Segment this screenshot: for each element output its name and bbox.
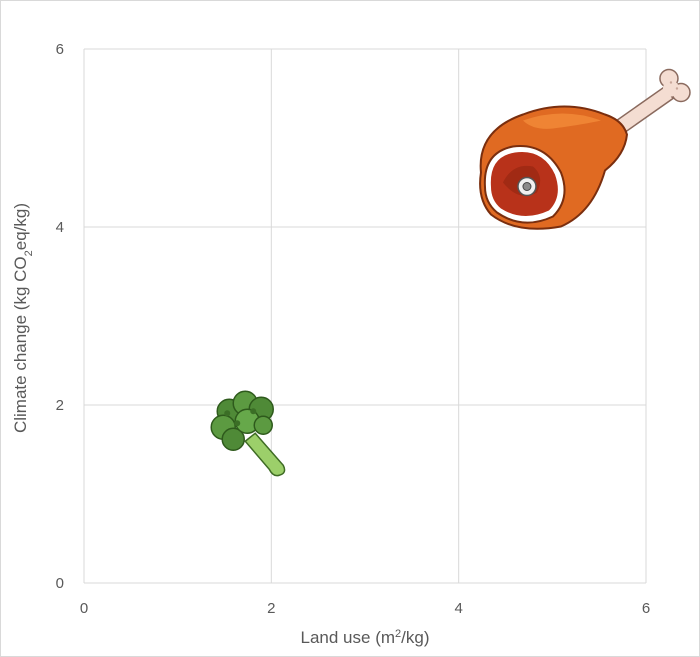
x-tick-label: 2 xyxy=(267,600,275,617)
meat-drumstick-icon xyxy=(479,68,691,230)
y-tick-label: 0 xyxy=(56,575,64,592)
y-tick-label: 4 xyxy=(56,219,64,236)
y-tick-label: 6 xyxy=(56,41,64,58)
x-axis-title: Land use (m2/kg) xyxy=(301,628,430,647)
y-axis-title: Climate change (kg CO2eq/kg) xyxy=(11,203,35,433)
x-tick-label: 4 xyxy=(454,600,462,617)
x-tick-label: 6 xyxy=(642,600,650,617)
x-tick-label: 0 xyxy=(80,600,88,617)
broccoli-icon xyxy=(210,390,286,477)
tick-labels: 0 2 4 6 0 2 4 6 xyxy=(56,41,651,617)
y-tick-label: 2 xyxy=(56,397,64,414)
